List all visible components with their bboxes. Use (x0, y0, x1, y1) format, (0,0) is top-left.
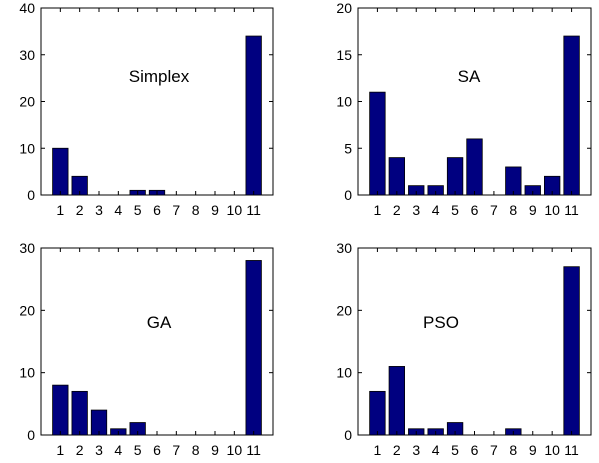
ga-ytick-label: 30 (19, 240, 35, 256)
pso-xtick-label: 6 (471, 442, 479, 458)
simplex-xtick-label: 10 (227, 202, 243, 218)
simplex-bar-1 (52, 147, 69, 196)
simplex-xtick-label: 1 (56, 202, 64, 218)
sa-bar-11 (563, 35, 580, 196)
simplex-ytick-label: 20 (19, 94, 35, 110)
simplex-xtick-label: 5 (134, 202, 142, 218)
pso-ytick-label: 10 (336, 365, 352, 381)
pso-xtick-label: 3 (412, 442, 420, 458)
pso-xtick-label: 7 (490, 442, 498, 458)
sa-xtick-label: 7 (490, 202, 498, 218)
sa-ytick-label: 5 (344, 140, 352, 156)
simplex-xtick-label: 7 (172, 202, 180, 218)
simplex-title: Simplex (129, 67, 190, 86)
ga-ytick-label: 10 (19, 365, 35, 381)
ga-ytick-label: 20 (19, 302, 35, 318)
pso-ytick-label: 30 (336, 240, 352, 256)
sa-ytick-label: 0 (344, 187, 352, 203)
sa-bar-5 (446, 157, 464, 196)
simplex-xtick-label: 3 (95, 202, 103, 218)
simplex-xtick-label: 9 (211, 202, 219, 218)
sa-bar-2 (388, 157, 406, 196)
sa-title: SA (458, 67, 481, 86)
pso-xtick-label: 5 (451, 442, 459, 458)
simplex-ytick-label: 0 (27, 187, 35, 203)
simplex-xtick-label: 11 (246, 202, 261, 218)
simplex-ytick-label: 30 (19, 47, 35, 63)
pso-title: PSO (423, 313, 459, 332)
sa-bar-1 (369, 91, 386, 196)
ga-xtick-label: 1 (56, 442, 64, 458)
sa-xtick-label: 11 (564, 202, 579, 218)
ga-xtick-label: 7 (172, 442, 180, 458)
simplex-xtick-label: 4 (114, 202, 122, 218)
simplex-bar-11 (245, 35, 262, 196)
pso-bar-2 (388, 366, 406, 436)
sa-xtick-label: 9 (529, 202, 537, 218)
pso-xtick-label: 11 (564, 442, 579, 458)
simplex-xtick-label: 8 (192, 202, 200, 218)
simplex-xtick-label: 6 (153, 202, 161, 218)
sa-ytick-label: 10 (336, 94, 352, 110)
ga-xtick-label: 2 (76, 442, 84, 458)
ga-xtick-label: 4 (114, 442, 122, 458)
sa-ytick-label: 20 (336, 0, 352, 16)
sa-xtick-label: 1 (374, 202, 382, 218)
simplex-ytick-label: 10 (19, 140, 35, 156)
ga-xtick-label: 9 (211, 442, 219, 458)
ga-xtick-label: 11 (246, 442, 261, 458)
sa-bar-6 (466, 138, 483, 196)
pso-ytick-label: 0 (344, 427, 352, 443)
sa-xtick-label: 8 (509, 202, 517, 218)
simplex-axes-box (40, 7, 274, 196)
simplex-ytick-label: 40 (19, 0, 35, 16)
ga-title: GA (147, 313, 172, 332)
ga-xtick-label: 10 (227, 442, 243, 458)
sa-xtick-label: 3 (412, 202, 420, 218)
pso-xtick-label: 1 (374, 442, 382, 458)
simplex-xtick-label: 2 (76, 202, 84, 218)
ga-xtick-label: 8 (192, 442, 200, 458)
ga-xtick-label: 3 (95, 442, 103, 458)
pso-xtick-label: 2 (393, 442, 401, 458)
ga-bar-11 (245, 260, 262, 436)
sa-xtick-label: 2 (393, 202, 401, 218)
pso-xtick-label: 8 (509, 442, 517, 458)
pso-xtick-label: 4 (432, 442, 440, 458)
pso-bar-11 (563, 266, 580, 436)
sa-xtick-label: 5 (451, 202, 459, 218)
pso-ytick-label: 20 (336, 302, 352, 318)
sa-xtick-label: 10 (544, 202, 560, 218)
pso-xtick-label: 9 (529, 442, 537, 458)
pso-bar-1 (369, 390, 386, 436)
sa-xtick-label: 6 (471, 202, 479, 218)
pso-xtick-label: 10 (544, 442, 560, 458)
ga-xtick-label: 5 (134, 442, 142, 458)
sa-bar-8 (505, 166, 522, 196)
ga-bar-1 (52, 384, 69, 436)
ga-xtick-label: 6 (153, 442, 161, 458)
ga-bar-2 (71, 390, 88, 436)
sa-ytick-label: 15 (336, 47, 352, 63)
ga-ytick-label: 0 (27, 427, 35, 443)
sa-xtick-label: 4 (432, 202, 440, 218)
